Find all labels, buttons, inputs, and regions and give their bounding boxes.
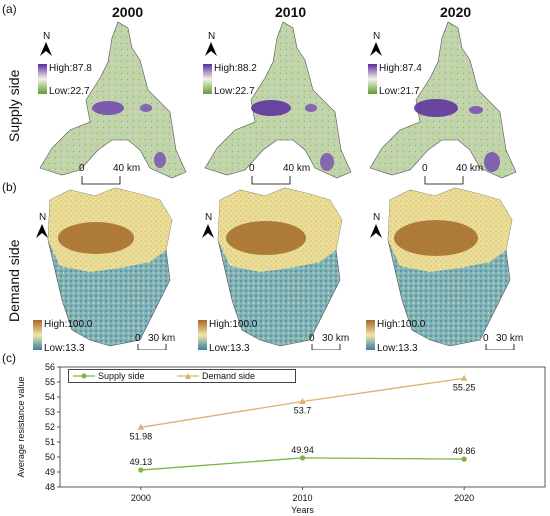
supply-legend-high: High:87.4 [379, 63, 422, 74]
north-label: N [373, 31, 381, 42]
legend-marker-supply [73, 373, 95, 379]
x-axis-label: Years [291, 505, 314, 515]
data-label: 49.86 [453, 446, 476, 456]
supply-map-2020 [369, 21, 517, 179]
supply-legend-bar [38, 64, 47, 94]
panel-label-c: (c) [2, 351, 16, 365]
scale-distance-label: 40 km [283, 163, 311, 174]
scale-zero-label: 0 [135, 333, 141, 344]
supply-legend-low: Low:21.7 [379, 86, 420, 97]
data-label: 49.94 [291, 445, 314, 455]
demand-map-2010 [217, 187, 343, 347]
data-point-supply [299, 455, 306, 461]
y-tick-label: 49 [45, 467, 55, 477]
chart-legend: Supply side Demand side [68, 369, 296, 383]
data-label: 53.7 [294, 406, 312, 416]
supply-legend-high: High:87.8 [49, 63, 92, 74]
scale-zero-label: 0 [483, 333, 489, 344]
line-chart: 48 49 50 51 52 53 54 55 56 2000 2010 2020 Years Avera… [16, 362, 546, 515]
demand-legend-high: High:100.0 [377, 319, 426, 330]
demand-map-2000 [47, 187, 173, 347]
north-arrow-icon [40, 42, 382, 56]
demand-scale-bar [311, 344, 341, 350]
supply-legend-low: Low:22.7 [214, 86, 255, 97]
year-2000-label: 2000 [112, 4, 144, 20]
demand-legend-bar [198, 320, 207, 350]
y-tick-label: 50 [45, 452, 55, 462]
scale-distance-label: 40 km [456, 163, 484, 174]
x-tick-label: 2020 [454, 493, 474, 503]
scale-distance-label: 30 km [496, 333, 524, 344]
y-tick-label: 56 [45, 362, 55, 372]
panel-label-b: (b) [2, 180, 17, 194]
data-point-demand [137, 423, 145, 430]
supply-scale-bar [251, 176, 291, 185]
supply-map-2000 [39, 21, 187, 179]
data-label: 51.98 [130, 431, 153, 441]
supply-scale-bar [81, 176, 121, 185]
demand-map-2020 [387, 187, 513, 347]
data-label: 55.25 [453, 382, 476, 392]
year-2010-label: 2010 [275, 4, 307, 20]
scale-distance-label: 40 km [113, 163, 141, 174]
north-label: N [205, 212, 213, 223]
data-label: 49.13 [130, 457, 153, 467]
y-tick-label: 53 [45, 407, 55, 417]
demand-legend-low: Low:13.3 [44, 343, 85, 354]
map-grid [33, 21, 517, 350]
y-tick-label: 55 [45, 377, 55, 387]
supply-scale-bar [424, 176, 464, 185]
legend-label-demand: Demand side [202, 371, 256, 381]
north-label: N [208, 31, 216, 42]
scale-distance-label: 30 km [322, 333, 350, 344]
north-label: N [43, 31, 51, 42]
demand-legend-low: Low:13.3 [209, 343, 250, 354]
data-point-supply [461, 456, 467, 462]
scale-zero-label: 0 [309, 333, 315, 344]
supply-map-2010 [204, 21, 352, 179]
x-tick-label: 2010 [292, 493, 312, 503]
data-point-demand [299, 398, 306, 404]
panel-label-a: (a) [2, 2, 17, 16]
supply-legend-low: Low:22.7 [49, 86, 90, 97]
supply-legend-high: High:88.2 [214, 63, 257, 74]
demand-legend-low: Low:13.3 [377, 343, 418, 354]
demand-legend-bar [366, 320, 375, 350]
demand-scale-bar [137, 344, 167, 350]
supply-legend-bar [368, 64, 377, 94]
scale-distance-label: 30 km [148, 333, 176, 344]
demand-scale-bar [485, 344, 515, 350]
supply-legend-bar [203, 64, 212, 94]
data-point-demand [460, 374, 468, 381]
legend-item-demand: Demand side [177, 370, 255, 382]
legend-marker-demand [177, 373, 199, 379]
scale-zero-label: 0 [79, 163, 85, 174]
scale-zero-label: 0 [422, 163, 428, 174]
demand-legend-high: High:100.0 [209, 319, 258, 330]
year-2020-label: 2020 [440, 4, 472, 20]
y-tick-label: 51 [45, 437, 55, 447]
north-arrow-icon [36, 224, 382, 238]
y-axis-label: Average resistance value [16, 377, 26, 478]
demand-legend-high: High:100.0 [44, 319, 93, 330]
legend-label-supply: Supply side [98, 371, 145, 381]
legend-item-supply: Supply side [73, 370, 145, 382]
y-tick-label: 54 [45, 392, 55, 402]
y-tick-label: 48 [45, 482, 55, 492]
data-point-supply [138, 467, 144, 473]
x-tick-label: 2000 [131, 493, 151, 503]
demand-legend-bar [33, 320, 42, 350]
north-label: N [373, 212, 381, 223]
y-tick-label: 52 [45, 422, 55, 432]
scale-zero-label: 0 [249, 163, 255, 174]
north-label: N [39, 212, 47, 223]
